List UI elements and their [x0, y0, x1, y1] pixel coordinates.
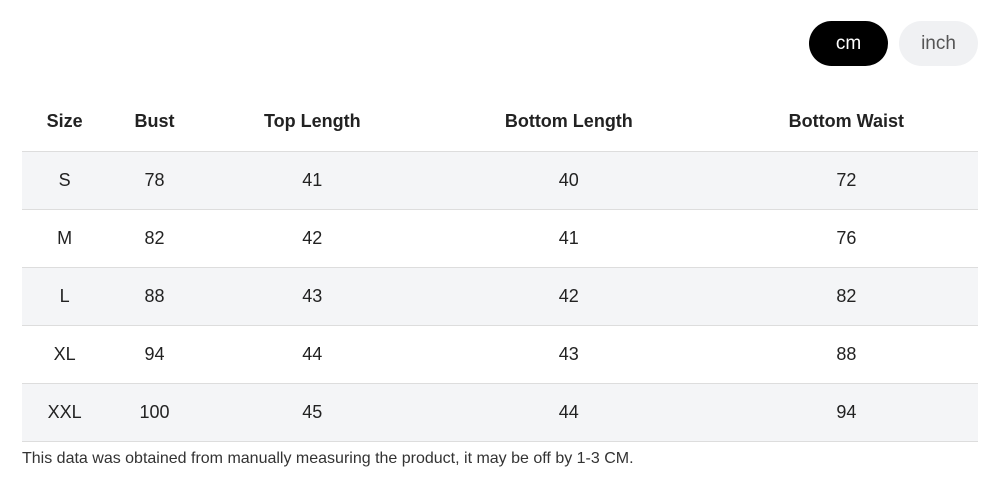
size-table: Size Bust Top Length Bottom Length Bottom Wa… — [22, 92, 978, 442]
table-cell: 43 — [422, 325, 715, 384]
table-cell: 78 — [107, 151, 202, 210]
table-row: XL 94 44 43 88 — [22, 325, 978, 384]
table-cell: 88 — [714, 325, 978, 384]
note: This data was obtained from manually mea… — [22, 450, 634, 467]
table-cell: 41 — [422, 209, 715, 268]
table-cell: 43 — [201, 267, 423, 326]
column-header: Bottom Length — [422, 92, 715, 152]
table-cell: S — [22, 151, 108, 210]
table-cell: 42 — [201, 209, 423, 268]
table-cell: 76 — [714, 209, 978, 268]
unit-option[interactable]: inch — [899, 21, 978, 66]
table-cell: 94 — [107, 325, 202, 384]
unit-option[interactable]: cm — [809, 21, 888, 66]
column-header: Bust — [107, 92, 202, 152]
column-header: Bottom Waist — [714, 92, 978, 152]
table-cell: 41 — [201, 151, 423, 210]
table-cell: 44 — [201, 325, 423, 384]
table-cell: 94 — [714, 383, 978, 442]
table-row: S 78 41 40 72 — [22, 151, 978, 210]
table-cell: L — [22, 267, 108, 326]
table-cell: 72 — [714, 151, 978, 210]
table-cell: 100 — [107, 383, 202, 442]
table-cell: XXL — [22, 383, 108, 442]
unit-toggle: cm inch — [809, 21, 978, 66]
column-header: Top Length — [201, 92, 423, 152]
table-row: M 82 42 41 76 — [22, 209, 978, 268]
table-cell: 88 — [107, 267, 202, 326]
table-cell: M — [22, 209, 108, 268]
table-cell: 82 — [714, 267, 978, 326]
header-row: Size Bust Top Length Bottom Length Bottom Wa… — [22, 92, 978, 152]
table-cell: 45 — [201, 383, 423, 442]
table-row: L 88 43 42 82 — [22, 267, 978, 326]
table-cell: 82 — [107, 209, 202, 268]
table-cell: 42 — [422, 267, 715, 326]
table-row: XXL 100 45 44 94 — [22, 383, 978, 442]
table-cell: 44 — [422, 383, 715, 442]
table-cell: 40 — [422, 151, 715, 210]
column-header: Size — [22, 92, 108, 152]
table-cell: XL — [22, 325, 108, 384]
